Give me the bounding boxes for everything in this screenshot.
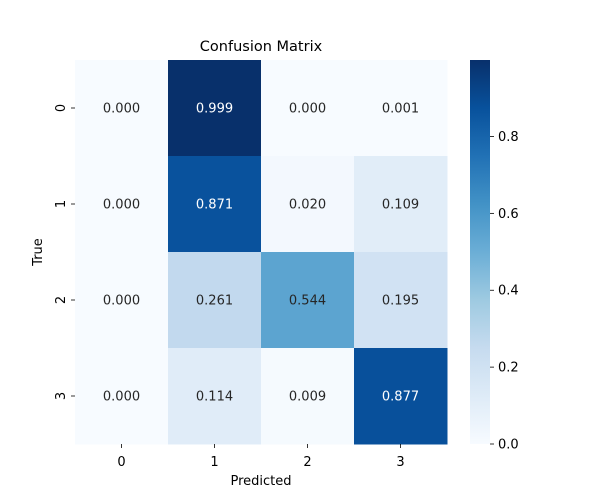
- heatmap-cell: [168, 348, 262, 445]
- x-tick-label: 3: [396, 455, 404, 470]
- heatmap-cell: [261, 348, 355, 445]
- cell-value-label: 0.871: [196, 198, 233, 213]
- cell-value-label: 0.000: [103, 294, 140, 309]
- y-axis-ticks: 0 1 2 3: [54, 104, 75, 400]
- heatmap-cell: [168, 60, 262, 157]
- cell-value-label: 0.114: [196, 390, 233, 405]
- cell-value-labels: 0.000 0.999 0.000 0.001 0.000 0.871 0.020 0.109…: [103, 102, 419, 405]
- heatmap-cell: [261, 252, 355, 349]
- y-axis-label: True: [31, 238, 46, 267]
- heatmap-cell: [261, 156, 355, 253]
- chart-title: Confusion Matrix: [200, 39, 323, 55]
- heatmap-cell: [168, 252, 262, 349]
- heatmap-cell: [75, 156, 169, 253]
- cell-value-label: 0.000: [103, 390, 140, 405]
- heatmap-cell: [75, 252, 169, 349]
- colorbar: [470, 60, 490, 444]
- cell-value-label: 0.109: [382, 198, 419, 213]
- heatmap-cell: [168, 156, 262, 253]
- cell-value-label: 0.009: [289, 390, 326, 405]
- cell-value-label: 0.877: [382, 390, 419, 405]
- x-tick-label: 1: [210, 455, 218, 470]
- colorbar-tick-label: 0.6: [498, 207, 519, 222]
- x-tick-label: 0: [117, 455, 125, 470]
- heatmap-cell: [354, 348, 448, 445]
- y-tick-label: 2: [54, 296, 69, 304]
- x-axis-label: Predicted: [230, 474, 291, 489]
- cell-value-label: 0.000: [289, 102, 326, 117]
- x-axis-ticks: 0 1 2 3: [117, 444, 405, 470]
- heatmap-cell: [354, 60, 448, 157]
- cell-value-label: 0.195: [382, 294, 419, 309]
- heatmap-cells: [75, 60, 448, 445]
- colorbar-tick-label: 0.2: [498, 361, 519, 376]
- y-tick-label: 0: [54, 104, 69, 112]
- colorbar-tick-label: 0.0: [498, 438, 519, 453]
- heatmap-cell: [75, 348, 169, 445]
- heatmap-cell: [75, 60, 169, 157]
- colorbar-tick-label: 0.8: [498, 130, 519, 145]
- x-tick-label: 2: [303, 455, 311, 470]
- heatmap-cell: [261, 60, 355, 157]
- heatmap-cell: [354, 252, 448, 349]
- colorbar-ticks: 0.0 0.2 0.4 0.6 0.8: [490, 130, 519, 453]
- y-tick-label: 3: [54, 392, 69, 400]
- cell-value-label: 0.544: [289, 294, 326, 309]
- cell-value-label: 0.999: [196, 102, 233, 117]
- cell-value-label: 0.001: [382, 102, 419, 117]
- cell-value-label: 0.000: [103, 198, 140, 213]
- cell-value-label: 0.020: [289, 198, 326, 213]
- cell-value-label: 0.261: [196, 294, 233, 309]
- cell-value-label: 0.000: [103, 102, 140, 117]
- colorbar-tick-label: 0.4: [498, 284, 519, 299]
- y-tick-label: 1: [54, 200, 69, 208]
- heatmap-cell: [354, 156, 448, 253]
